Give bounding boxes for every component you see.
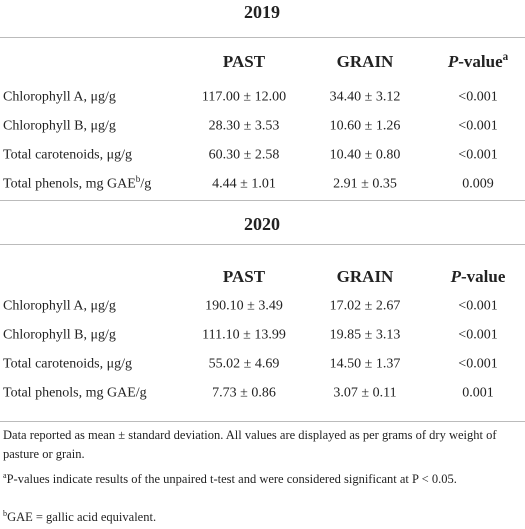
column-header: P-valuea [448,52,508,72]
value-cell: <0.001 [458,298,498,314]
value-cell: 14.50 ± 1.37 [329,356,401,372]
section-year: 2020 [244,214,280,235]
row-label: Total carotenoids, μg/g [3,147,132,163]
text-part: a [502,51,509,64]
value-cell: 34.40 ± 3.12 [329,89,401,105]
footnote-mark: a [3,470,7,480]
column-header: PAST [222,266,266,286]
value-cell: 111.10 ± 13.99 [202,327,286,343]
footnote-text: P-values indicate results of the unpaire… [6,472,457,486]
value-cell: 190.10 ± 3.49 [205,298,283,314]
text-part: b [135,173,141,184]
value-cell: <0.001 [458,327,498,343]
value-cell: 17.02 ± 2.67 [329,298,401,314]
section-year: 2019 [244,2,280,23]
value-cell: 7.73 ± 0.86 [212,385,276,401]
column-header: GRAIN [336,266,394,286]
value-cell: <0.001 [458,118,498,134]
rule [0,200,525,201]
rule [0,421,525,422]
value-cell: 60.30 ± 2.58 [208,147,280,163]
text-part: Total phenols, mg GAE [3,176,136,192]
value-cell: 10.60 ± 1.26 [329,118,401,134]
row-label: Chlorophyll A, μg/g [3,89,116,105]
value-cell: 2.91 ± 0.35 [333,176,397,192]
value-cell: 117.00 ± 12.00 [201,89,287,105]
row-label: Total carotenoids, μg/g [3,356,132,372]
footnote-mark: b [3,508,8,518]
value-cell: 3.07 ± 0.11 [333,385,397,401]
value-cell: <0.001 [458,89,498,105]
column-header: GRAIN [336,51,394,71]
value-cell: <0.001 [458,356,498,372]
value-cell: 0.001 [462,385,494,401]
column-header: PAST [222,51,266,71]
text-part: P [447,51,459,71]
footnote: bGAE = gallic acid equivalent. [3,508,518,527]
row-label: Chlorophyll B, μg/g [3,118,116,134]
value-cell: 55.02 ± 4.69 [208,356,280,372]
value-cell: 10.40 ± 0.80 [329,147,401,163]
value-cell: 19.85 ± 3.13 [329,327,401,343]
row-label: Total phenols, mg GAEb/g [3,173,152,194]
row-label: Chlorophyll A, μg/g [3,298,116,314]
text-part: -value [461,266,506,286]
footnote: Data reported as mean ± standard deviati… [3,426,518,464]
value-cell: 0.009 [462,176,494,192]
text-part: -value [458,51,503,71]
text-part: /g [140,176,152,192]
footnote-text: GAE = gallic acid equivalent. [7,510,157,524]
row-label: Chlorophyll B, μg/g [3,327,116,343]
text-part: P [450,266,461,286]
row-label: Total phenols, mg GAE/g [3,385,147,401]
value-cell: 4.44 ± 1.01 [212,176,276,192]
footnote: aP-values indicate results of the unpair… [3,470,518,489]
footnote-text: Data reported as mean ± standard deviati… [3,428,497,461]
value-cell: <0.001 [458,147,498,163]
rule [0,244,525,245]
rule [0,37,525,38]
value-cell: 28.30 ± 3.53 [208,118,280,134]
column-header: P-value [451,267,506,287]
